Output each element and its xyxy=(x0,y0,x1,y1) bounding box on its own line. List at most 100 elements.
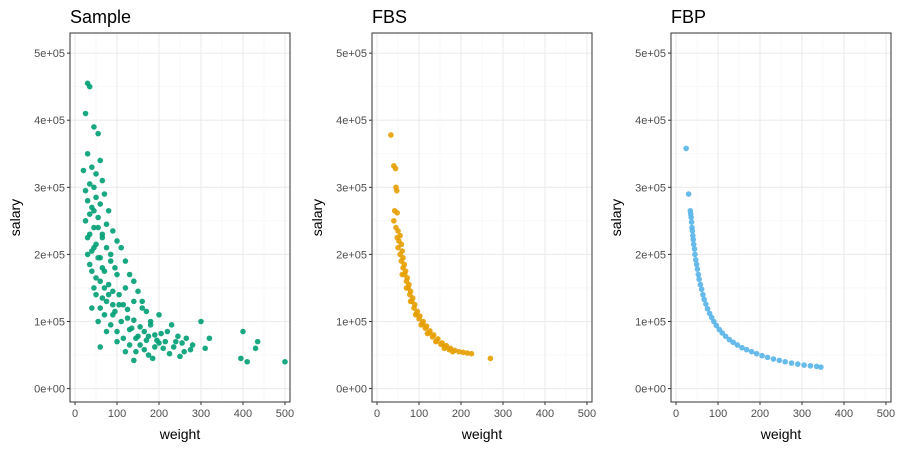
point xyxy=(152,332,158,338)
point xyxy=(696,276,702,283)
point xyxy=(107,322,114,328)
point xyxy=(97,344,104,350)
point xyxy=(395,244,401,251)
point xyxy=(770,356,777,362)
point xyxy=(145,352,152,358)
point xyxy=(105,291,112,298)
point xyxy=(118,244,125,251)
point xyxy=(91,224,97,231)
point xyxy=(395,228,401,234)
point xyxy=(97,157,104,164)
point xyxy=(692,251,698,258)
point xyxy=(122,258,129,264)
point xyxy=(187,346,194,353)
point xyxy=(154,337,160,344)
point xyxy=(730,339,736,346)
x-tick-label: 500 xyxy=(877,408,895,420)
x-tick-label: 200 xyxy=(452,408,470,420)
point xyxy=(391,218,397,224)
point xyxy=(689,228,696,234)
point xyxy=(137,324,143,330)
point xyxy=(84,150,91,157)
point xyxy=(91,285,97,291)
point xyxy=(80,167,87,174)
point xyxy=(700,291,706,298)
points xyxy=(80,80,288,365)
point xyxy=(170,344,177,350)
point xyxy=(91,124,97,130)
point xyxy=(149,355,156,362)
point xyxy=(164,328,171,335)
y-tick-label: 3e+05 xyxy=(635,182,666,194)
point xyxy=(244,358,250,365)
y-tick-label: 1e+05 xyxy=(635,316,666,328)
point xyxy=(189,342,196,348)
point xyxy=(86,83,93,90)
point xyxy=(97,201,104,207)
point xyxy=(84,251,91,258)
point xyxy=(807,362,814,369)
point xyxy=(202,345,208,352)
point xyxy=(118,318,125,325)
point xyxy=(91,207,97,214)
point xyxy=(156,311,162,318)
panel-border xyxy=(371,32,593,403)
point xyxy=(114,328,120,335)
point xyxy=(240,328,246,335)
point xyxy=(99,295,106,301)
point xyxy=(139,305,146,311)
panel-3: 0 100 200 300 400 500 0e+00 1e+05 2e+05 3e+05 4e+0… xyxy=(608,7,895,442)
point xyxy=(693,261,700,268)
point xyxy=(254,338,261,345)
point xyxy=(120,301,127,308)
point xyxy=(713,322,720,329)
x-axis-title: weight xyxy=(760,426,802,442)
point xyxy=(407,298,414,305)
point xyxy=(126,342,133,348)
point xyxy=(206,335,213,342)
y-tick-label: 4e+05 xyxy=(34,115,65,127)
point xyxy=(412,311,419,318)
point xyxy=(464,350,471,356)
point xyxy=(282,358,288,365)
point xyxy=(685,191,692,197)
point xyxy=(137,342,143,348)
point xyxy=(690,241,697,248)
point xyxy=(177,353,183,360)
point xyxy=(91,244,97,251)
point xyxy=(468,350,475,357)
point xyxy=(181,348,187,355)
y-tick-label: 5e+05 xyxy=(34,48,65,60)
point xyxy=(695,271,702,278)
point xyxy=(688,214,694,221)
point xyxy=(101,285,108,291)
x-tick-label: 400 xyxy=(234,408,252,420)
point xyxy=(97,305,104,311)
point xyxy=(105,207,112,214)
point xyxy=(110,228,116,234)
point xyxy=(95,318,101,325)
point xyxy=(694,266,701,272)
point xyxy=(179,340,185,346)
point xyxy=(116,291,122,298)
point xyxy=(168,322,175,328)
point xyxy=(748,348,755,355)
panel-border xyxy=(69,32,291,403)
point xyxy=(704,305,711,312)
point xyxy=(711,318,717,325)
panel-title: FBS xyxy=(372,7,407,27)
point xyxy=(131,317,137,323)
point xyxy=(124,315,131,321)
panel-1: 0 100 200 300 400 500 0e+00 1e+05 2e+05 3e+05 4e+0… xyxy=(7,7,294,442)
point xyxy=(89,305,95,311)
point xyxy=(122,348,129,355)
point xyxy=(753,350,760,357)
point xyxy=(82,218,89,224)
point xyxy=(392,165,399,172)
y-tick-label: 5e+05 xyxy=(336,48,367,60)
point xyxy=(112,308,118,315)
point xyxy=(135,333,141,340)
point xyxy=(399,271,406,278)
point xyxy=(703,301,709,307)
point xyxy=(114,338,120,345)
